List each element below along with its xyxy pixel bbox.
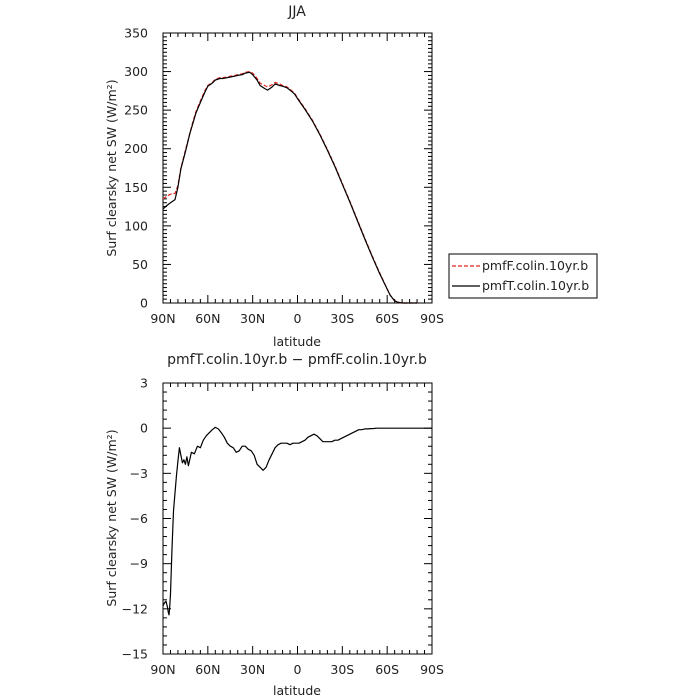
top-y-tick-label: 100 — [124, 218, 148, 233]
bottom-panel-frame — [162, 382, 433, 655]
top-y-tick-label: 200 — [124, 141, 148, 156]
top-x-tick-label: 30N — [240, 311, 265, 326]
bottom-y-tick-label: 3 — [140, 376, 148, 391]
top-y-tick-label: 150 — [124, 180, 148, 195]
top-y-tick-label: 250 — [124, 103, 148, 118]
bottom-y-tick-label: −6 — [130, 511, 148, 526]
legend-frame — [448, 253, 598, 299]
top-x-tick-label: 60S — [375, 311, 399, 326]
top-series-line-0 — [162, 70, 418, 304]
top-y-tick-label: 50 — [132, 257, 148, 272]
top-panel: JJA 90N 60N 30N 0 30S 60S 90S 0 50 100 150 200 250 30… — [104, 4, 444, 349]
top-panel-frame — [162, 32, 433, 304]
bottom-panel-series — [162, 426, 432, 616]
top-panel-ticks: 90N 60N 30N 0 30S 60S 90S 0 50 100 150 200 250 300 350 — [124, 26, 444, 327]
bottom-panel-ylabel: Surf clearsky net SW (W/m²) — [104, 429, 119, 606]
legend-entry-pmfF: pmfF.colin.10yr.b — [482, 258, 588, 273]
legend: pmfF.colin.10yr.b pmfT.colin.10yr.b — [448, 253, 598, 299]
bottom-panel-ticks: 90N 60N 30N 0 30S 60S 90S −15 −12 −9 −6 −3 0 3 — [122, 376, 444, 678]
bottom-y-tick-label: 0 — [140, 421, 148, 436]
bottom-x-tick-label: 90N — [150, 662, 175, 677]
top-x-tick-label: 30S — [330, 311, 354, 326]
bottom-y-tick-label: −15 — [122, 647, 148, 662]
bottom-x-tick-label: 60S — [375, 662, 399, 677]
bottom-x-tick-label: 60N — [195, 662, 220, 677]
top-panel-ylabel: Surf clearsky net SW (W/m²) — [104, 79, 119, 256]
bottom-panel: pmfT.colin.10yr.b − pmfF.colin.10yr.b 90… — [104, 352, 444, 698]
bottom-x-tick-label: 0 — [294, 662, 302, 677]
top-y-tick-label: 0 — [140, 296, 148, 311]
bottom-x-tick-label: 30S — [330, 662, 354, 677]
top-x-tick-label: 0 — [294, 311, 302, 326]
top-y-tick-label: 300 — [124, 64, 148, 79]
top-x-tick-label: 60N — [195, 311, 220, 326]
bottom-y-tick-label: −9 — [130, 556, 148, 571]
bottom-panel-xlabel: latitude — [273, 683, 321, 698]
top-series-line-1 — [162, 71, 418, 304]
bottom-series-line-0 — [162, 426, 432, 616]
bottom-y-tick-label: −3 — [130, 466, 148, 481]
legend-entry-pmfT: pmfT.colin.10yr.b — [482, 278, 589, 293]
bottom-x-tick-label: 90S — [420, 662, 444, 677]
top-panel-title: JJA — [287, 4, 306, 20]
bottom-x-tick-label: 30N — [240, 662, 265, 677]
top-x-tick-label: 90S — [420, 311, 444, 326]
bottom-y-tick-label: −12 — [122, 601, 148, 616]
top-y-tick-label: 350 — [124, 26, 148, 41]
top-x-tick-label: 90N — [150, 311, 175, 326]
top-panel-series — [162, 70, 418, 304]
bottom-panel-title: pmfT.colin.10yr.b − pmfF.colin.10yr.b — [167, 352, 427, 368]
top-panel-xlabel: latitude — [273, 334, 321, 349]
